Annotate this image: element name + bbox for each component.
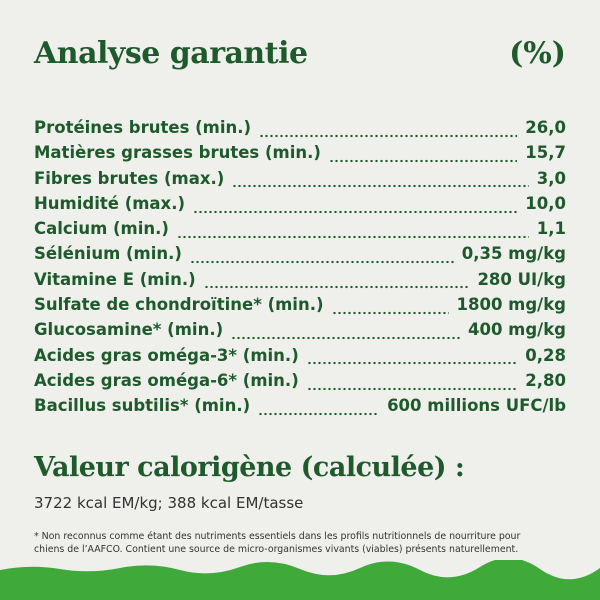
nutrient-name: Humidité (max.) xyxy=(34,193,186,213)
dot-leader xyxy=(203,285,470,290)
nutrient-value: 1,1 xyxy=(536,219,566,239)
dot-leader xyxy=(306,361,518,366)
nutrient-name: Protéines brutes (min.) xyxy=(34,118,252,137)
nutrient-value: 15,7 xyxy=(525,143,566,163)
green-wave xyxy=(0,560,600,600)
calorie-value: 3722 kcal EM/kg; 388 kcal EM/tasse xyxy=(34,494,304,512)
dot-leader xyxy=(176,234,529,239)
analysis-row: Protéines brutes (min.) 26,0 xyxy=(34,118,566,143)
analysis-row: Matières grasses brutes (min.) 15,7 xyxy=(34,143,566,168)
footnote-line: * Non reconnus comme étant des nutriment… xyxy=(34,531,521,542)
dot-leader xyxy=(189,260,454,265)
nutrient-value: 3,0 xyxy=(536,168,566,188)
analysis-row: Fibres brutes (max.) 3,0 xyxy=(34,169,566,194)
calorie-title: Valeur calorigène (calculée) : xyxy=(34,452,465,483)
dot-leader xyxy=(232,184,529,189)
dot-leader xyxy=(331,310,449,315)
nutrient-value: 26,0 xyxy=(525,118,566,137)
analysis-row: Acides gras oméga-6* (min.) 2,80 xyxy=(34,371,566,396)
analysis-row: Acides gras oméga-3* (min.) 0,28 xyxy=(34,346,566,371)
dot-leader xyxy=(193,209,518,214)
dot-leader xyxy=(306,386,518,391)
nutrient-value: 600 millions UFC/lb xyxy=(387,396,566,416)
analysis-row: Sélénium (min.) 0,35 mg/kg xyxy=(34,244,566,269)
nutrient-name: Calcium (min.) xyxy=(34,219,169,239)
analysis-list: Protéines brutes (min.) 26,0 Matières gras… xyxy=(34,118,566,422)
analysis-row: Vitamine E (min.) 280 UI/kg xyxy=(34,270,566,295)
dot-leader xyxy=(258,411,380,416)
nutrient-name: Acides gras oméga-3* (min.) xyxy=(34,345,299,365)
dot-leader xyxy=(259,133,518,138)
footnote: * Non reconnus comme étant des nutriment… xyxy=(34,530,520,556)
nutrient-name: Fibres brutes (max.) xyxy=(34,168,225,188)
dot-leader xyxy=(231,336,460,341)
analysis-row: Humidité (max.) 10,0 xyxy=(34,194,566,219)
nutrient-name: Bacillus subtilis* (min.) xyxy=(34,396,251,416)
nutrient-name: Acides gras oméga-6* (min.) xyxy=(34,370,299,390)
nutrient-value: 10,0 xyxy=(525,193,566,213)
nutrient-value: 2,80 xyxy=(525,370,566,390)
nutrient-value: 1800 mg/kg xyxy=(456,295,566,315)
footnote-line: chiens de l’AAFCO. Contient une source d… xyxy=(34,544,519,555)
analysis-row: Glucosamine* (min.) 400 mg/kg xyxy=(34,320,566,345)
analysis-row: Bacillus subtilis* (min.) 600 millions UF… xyxy=(34,396,566,421)
nutrient-name: Sélénium (min.) xyxy=(34,244,182,264)
nutrient-value: 280 UI/kg xyxy=(477,269,566,289)
nutrient-name: Glucosamine* (min.) xyxy=(34,320,224,340)
nutrient-name: Matières grasses brutes (min.) xyxy=(34,143,321,163)
nutrient-value: 0,28 xyxy=(525,345,566,365)
analysis-row: Calcium (min.) 1,1 xyxy=(34,219,566,244)
nutrient-name: Sulfate de chondroïtine* (min.) xyxy=(34,295,324,315)
title: Analyse garantie xyxy=(34,36,308,71)
analysis-row: Sulfate de chondroïtine* (min.) 1800 mg/k… xyxy=(34,295,566,320)
nutrient-value: 400 mg/kg xyxy=(467,320,566,340)
unit: (%) xyxy=(509,36,566,71)
nutrient-name: Vitamine E (min.) xyxy=(34,269,196,289)
dot-leader xyxy=(328,158,518,163)
nutrient-value: 0,35 mg/kg xyxy=(461,244,566,264)
